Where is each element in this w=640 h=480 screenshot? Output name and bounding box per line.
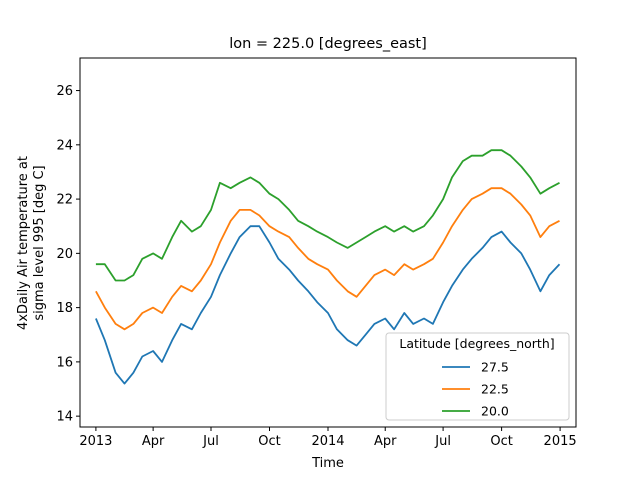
- x-tick-label: 2015: [544, 434, 577, 449]
- series-line-20.0: [95, 149, 560, 282]
- y-tick-label: 22: [56, 193, 73, 208]
- series-layer: [95, 149, 561, 385]
- legend-label-27.5: 27.5: [481, 360, 509, 375]
- x-tick-label: Apr: [374, 434, 397, 449]
- series-line-27.5: [95, 225, 561, 385]
- x-axis-title: Time: [311, 456, 344, 471]
- series-line-22.5: [95, 187, 560, 331]
- y-axis: 14 16 18 20 22 24 26: [56, 84, 80, 425]
- chart-title: lon = 225.0 [degrees_east]: [229, 36, 427, 52]
- legend: Latitude [degrees_north] 27.5 22.5 20.0: [385, 332, 570, 421]
- legend-entries: 27.5 22.5 20.0: [442, 360, 509, 419]
- y-axis-title-line-2: sigma level 995 [deg C]: [32, 165, 47, 320]
- legend-label-22.5: 22.5: [481, 382, 509, 397]
- x-tick-label: 2013: [79, 434, 112, 449]
- x-tick-label: Jul: [434, 434, 451, 449]
- legend-box: [385, 332, 570, 421]
- y-tick-label: 20: [56, 247, 73, 262]
- legend-title: Latitude [degrees_north]: [399, 336, 554, 351]
- x-axis: 2013 Apr Jul Oct 2014 Apr Jul Oct 2015: [79, 427, 577, 449]
- y-tick-label: 18: [56, 301, 73, 316]
- x-tick-label: Apr: [142, 434, 165, 449]
- x-tick-label: Oct: [490, 434, 512, 449]
- y-tick-label: 26: [56, 84, 73, 99]
- y-tick-label: 14: [56, 410, 73, 425]
- legend-label-20.0: 20.0: [481, 404, 509, 419]
- y-axis-title-line-1: 4xDaily Air temperature at: [16, 156, 31, 330]
- y-tick-label: 24: [56, 138, 73, 153]
- x-tick-label: 2014: [311, 434, 344, 449]
- y-tick-label: 16: [56, 355, 73, 370]
- x-tick-label: Jul: [202, 434, 219, 449]
- x-tick-label: Oct: [258, 434, 280, 449]
